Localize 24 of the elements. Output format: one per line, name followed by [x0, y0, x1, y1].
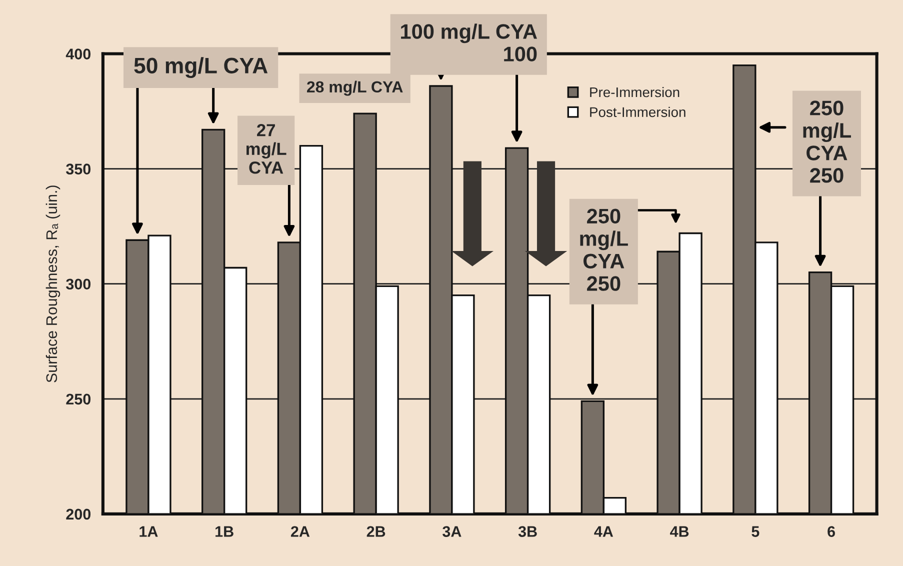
- x-tick-label: 4B: [670, 526, 689, 537]
- y-tick-label: 300: [66, 278, 91, 290]
- y-tick-label: 350: [66, 164, 91, 175]
- x-tick-label: 3B: [518, 526, 537, 537]
- x-tick-label: 4A: [594, 526, 614, 537]
- x-tick-label: 3A: [442, 526, 462, 537]
- x-tick-label: 1A: [140, 526, 158, 537]
- annotation: 250 mg/L CYA 250: [803, 100, 851, 183]
- y-axis-title: Surface Roughness, Rₐ (uin.): [46, 186, 60, 382]
- x-tick-label: 2B: [366, 526, 386, 537]
- annotation: 28 mg/L CYA: [306, 80, 403, 96]
- legend-label: Pre-Immersion: [590, 86, 680, 98]
- annotation: 50 mg/L CYA: [134, 57, 268, 78]
- y-tick-label: 200: [66, 508, 91, 520]
- x-tick-label: 5: [752, 526, 760, 537]
- y-tick-label: 250: [66, 394, 91, 405]
- annotation: 250 mg/L CYA 250: [580, 208, 628, 291]
- x-tick-label: 6: [828, 526, 835, 537]
- y-tick-label: 400: [66, 48, 91, 60]
- x-tick-label: 1B: [216, 526, 234, 537]
- legend-label: Post-Immersion: [590, 106, 686, 118]
- annotation: 100 mg/L CYA 100: [401, 24, 537, 62]
- annotation: 27 mg/L CYA: [246, 124, 286, 174]
- x-tick-label: 2A: [290, 526, 310, 537]
